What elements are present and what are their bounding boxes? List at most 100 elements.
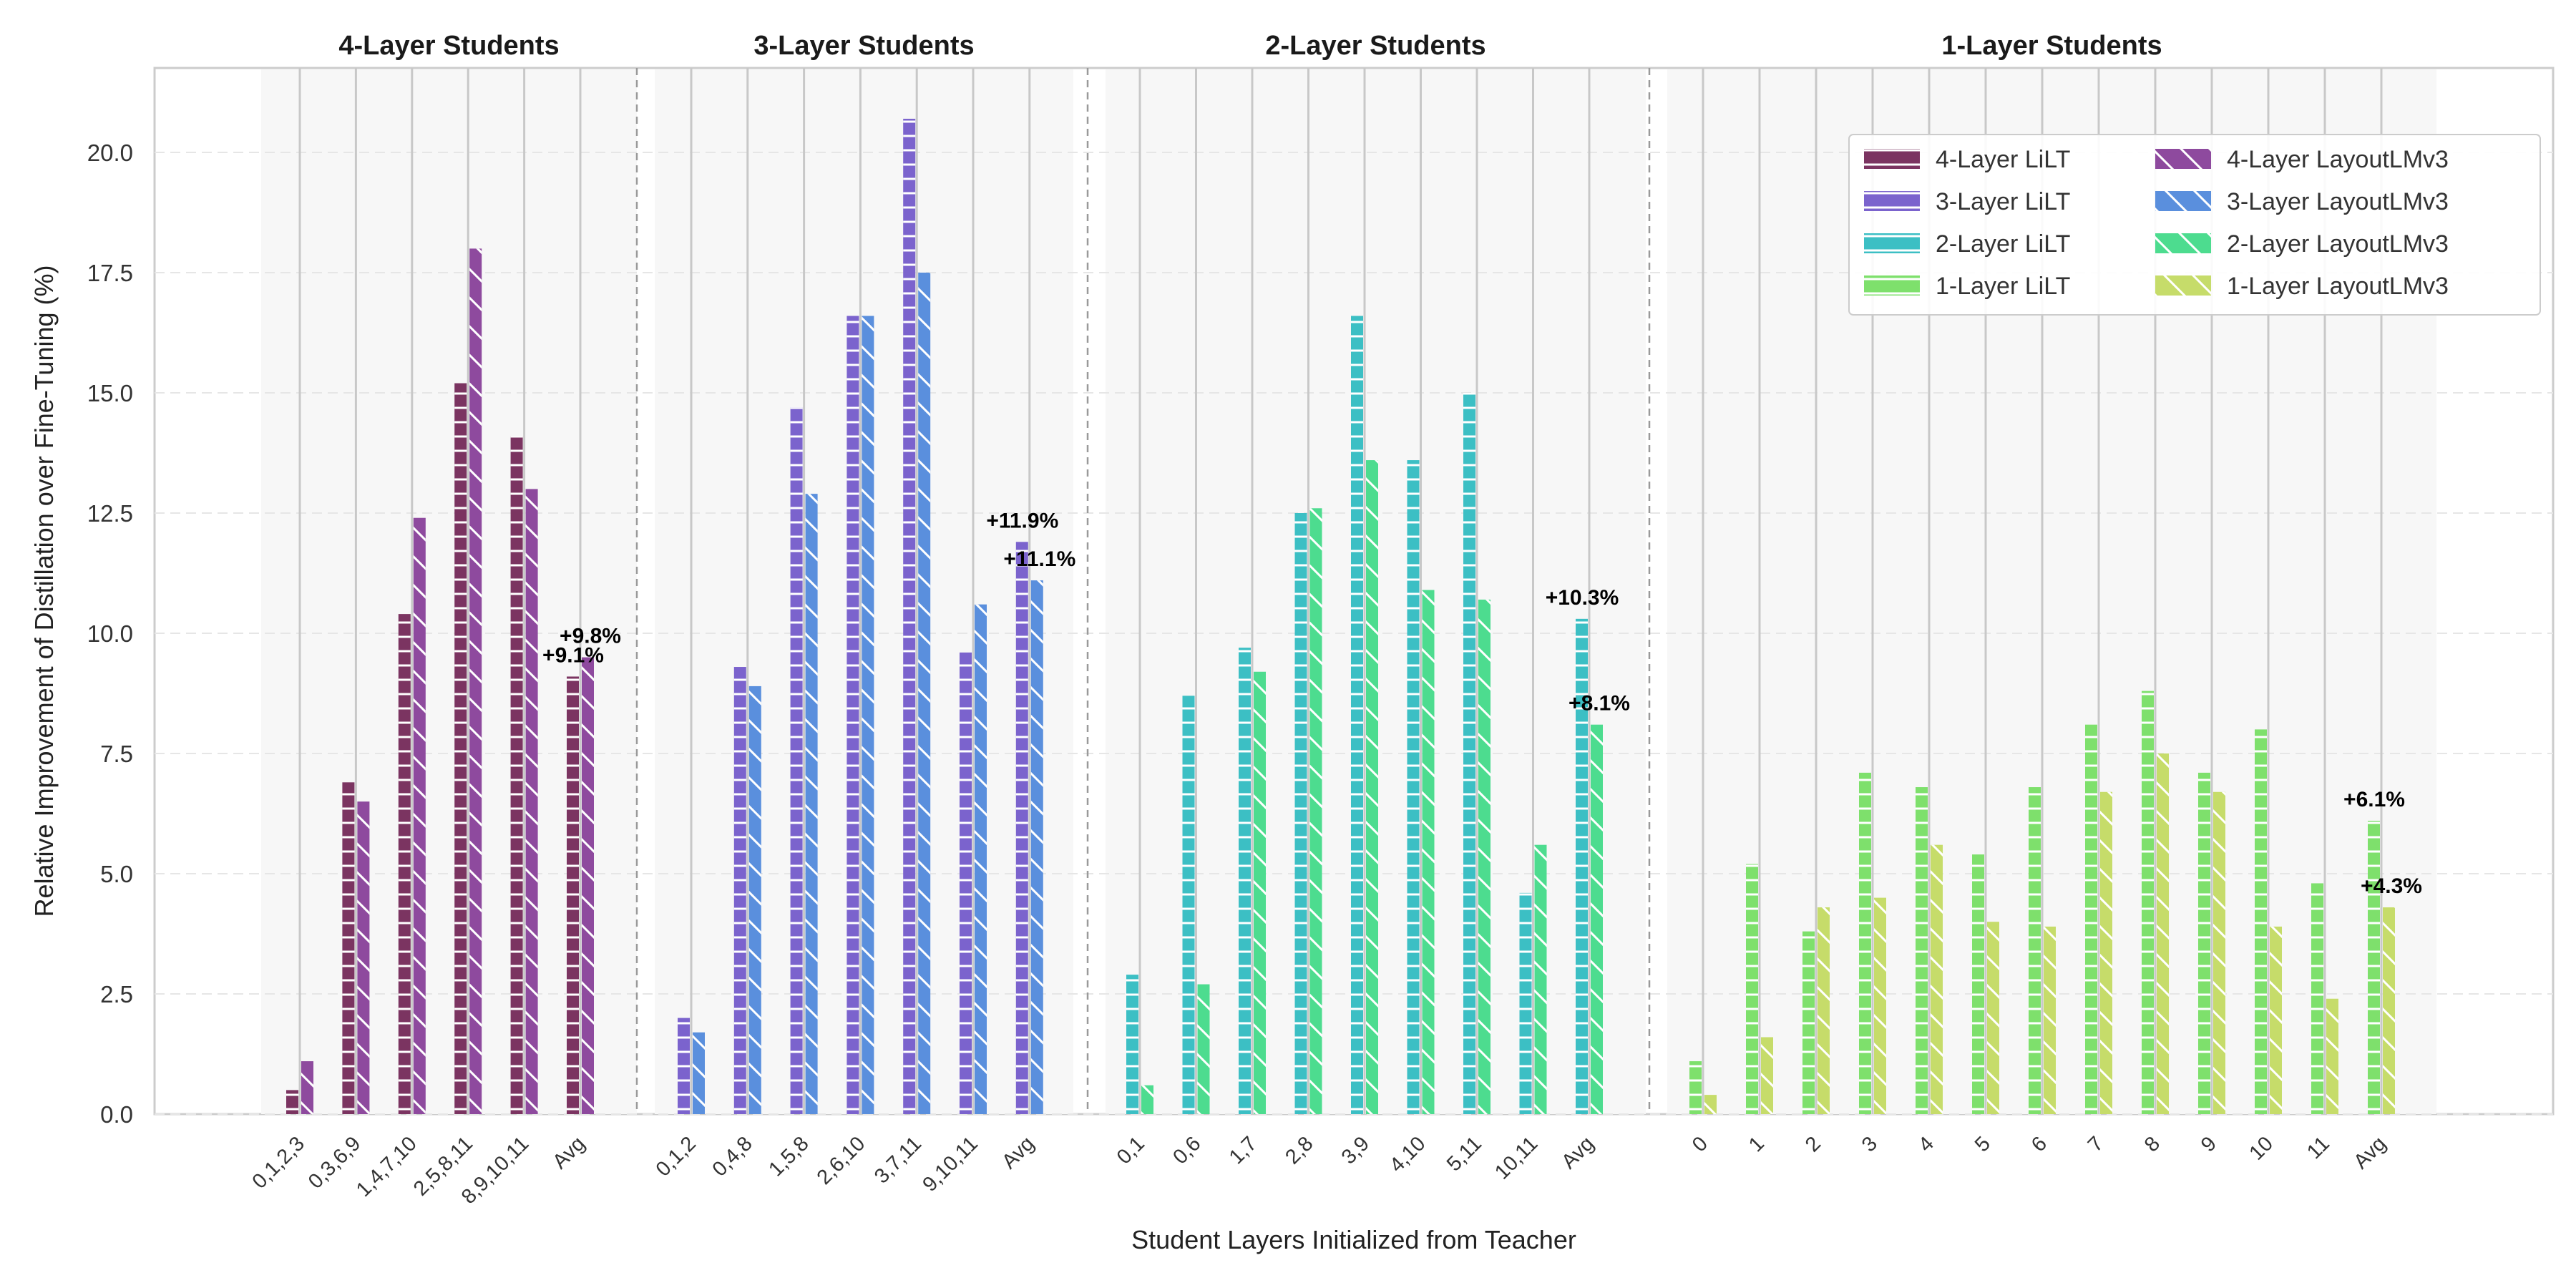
x-tick-label: 2,6,10	[813, 1132, 870, 1189]
bar-hatch	[733, 667, 746, 1114]
legend-swatch-hatch	[2155, 233, 2211, 253]
group-title: 2-Layer Students	[1265, 31, 1485, 61]
bar-hatch	[2198, 772, 2210, 1114]
bar-hatch	[1254, 671, 1266, 1114]
bar-hatch	[2029, 787, 2041, 1114]
x-tick-label: 9	[2197, 1132, 2221, 1156]
x-tick-label: 10,11	[1491, 1132, 1542, 1184]
x-tick-label: Avg	[1557, 1132, 1599, 1174]
bar-hatch	[1931, 844, 1943, 1114]
bar-hatch	[2368, 821, 2380, 1114]
bar-hatch	[1972, 854, 1984, 1114]
bar-hatch	[805, 494, 818, 1114]
bar-hatch	[1859, 772, 1871, 1114]
legend-label: 2-Layer LayoutLMv3	[2227, 230, 2449, 258]
bar-hatch	[469, 248, 482, 1114]
bar-hatch	[1239, 648, 1251, 1114]
bar-hatch	[1916, 787, 1928, 1114]
bar-hatch	[847, 316, 859, 1115]
avg-value-label: +4.3%	[2361, 874, 2422, 898]
bar-hatch	[525, 489, 538, 1114]
bar-hatch	[1366, 460, 1378, 1114]
bar-hatch	[357, 801, 370, 1114]
x-tick-label: 6	[2027, 1132, 2051, 1156]
y-tick-label: 0.0	[100, 1101, 133, 1128]
bar-hatch	[1818, 907, 1830, 1114]
bar-hatch	[1591, 724, 1603, 1114]
y-tick-label: 20.0	[87, 140, 133, 166]
bar-hatch	[2100, 791, 2112, 1114]
x-tick-label: 1,4,7,10	[352, 1132, 421, 1201]
legend-swatch-hatch	[1864, 275, 1920, 296]
legend-swatch-hatch	[1864, 191, 1920, 211]
avg-value-label: +11.9%	[986, 509, 1058, 532]
bar-hatch	[398, 614, 411, 1114]
x-tick-label: 5	[1971, 1132, 1995, 1156]
bar-hatch	[1874, 897, 1886, 1114]
x-tick-label: 10	[2245, 1132, 2278, 1164]
bar-hatch	[301, 1061, 313, 1114]
x-tick-label: Avg	[2349, 1132, 2391, 1174]
x-tick-label: 3,7,11	[870, 1132, 926, 1188]
bar-hatch	[286, 1090, 298, 1114]
x-tick-label: 0,4,8	[708, 1132, 757, 1181]
bar-hatch	[1197, 984, 1210, 1114]
bar-hatch	[1407, 460, 1420, 1114]
bar-hatch	[2311, 883, 2323, 1114]
bar-hatch	[678, 1018, 690, 1114]
bar-hatch	[2270, 926, 2282, 1114]
x-tick-label: 7	[2084, 1132, 2108, 1156]
bar-hatch	[2255, 729, 2267, 1114]
bar-hatch	[582, 657, 594, 1114]
bar-hatch	[1534, 844, 1547, 1114]
bar-hatch	[748, 686, 761, 1114]
bar-hatch	[1987, 922, 1999, 1114]
bar-hatch	[567, 676, 579, 1114]
legend-box	[1848, 134, 2541, 316]
bar-hatch	[1689, 1061, 1702, 1114]
x-tick-label: 5,11	[1443, 1132, 1486, 1176]
bar-hatch	[1463, 393, 1475, 1114]
x-tick-label: Avg	[997, 1132, 1039, 1174]
legend-label: 4-Layer LayoutLMv3	[2227, 146, 2449, 173]
legend-swatch-hatch	[1864, 233, 1920, 253]
bar-hatch	[960, 652, 972, 1114]
legend-label: 4-Layer LiLT	[1936, 146, 2070, 173]
bar-hatch	[1141, 1085, 1153, 1114]
x-tick-label: Avg	[548, 1132, 590, 1174]
legend-swatch-hatch	[2155, 275, 2211, 296]
x-tick-label: 1	[1745, 1132, 1769, 1156]
x-tick-label: 0,1,2	[652, 1132, 701, 1181]
x-axis-label: Student Layers Initialized from Teacher	[1131, 1225, 1576, 1254]
bar-hatch	[918, 273, 931, 1114]
bar-hatch	[2157, 753, 2169, 1114]
legend-swatch-hatch	[1864, 149, 1920, 169]
bar-hatch	[1746, 864, 1758, 1114]
avg-value-label: +9.8%	[560, 625, 621, 648]
avg-value-label: +9.1%	[542, 643, 604, 667]
x-tick-label: 4	[1914, 1132, 1938, 1156]
avg-value-label: +6.1%	[2343, 788, 2405, 811]
y-tick-label: 17.5	[87, 260, 133, 286]
bar-hatch	[413, 517, 426, 1114]
y-axis-label: Relative Improvement of Distillation ove…	[29, 265, 59, 917]
bar-hatch	[2085, 724, 2097, 1114]
x-tick-label: 0	[1688, 1132, 1712, 1156]
bar-hatch	[1478, 599, 1491, 1114]
x-tick-label: 3,9	[1337, 1132, 1374, 1169]
bar-hatch	[693, 1032, 705, 1114]
bar-hatch	[1309, 508, 1322, 1114]
bar-hatch	[1576, 618, 1588, 1114]
bar-hatch	[1294, 513, 1307, 1114]
bar-hatch	[1802, 931, 1815, 1114]
y-tick-label: 10.0	[87, 620, 133, 647]
y-tick-label: 12.5	[87, 500, 133, 527]
bar-hatch	[342, 782, 355, 1114]
y-tick-label: 15.0	[87, 380, 133, 406]
bar-hatch	[1126, 975, 1138, 1114]
legend-label: 2-Layer LiLT	[1936, 230, 2070, 258]
x-tick-label: 0,6	[1169, 1132, 1205, 1169]
x-tick-label: 1,7	[1225, 1132, 1262, 1169]
x-tick-label: 8	[2140, 1132, 2165, 1156]
